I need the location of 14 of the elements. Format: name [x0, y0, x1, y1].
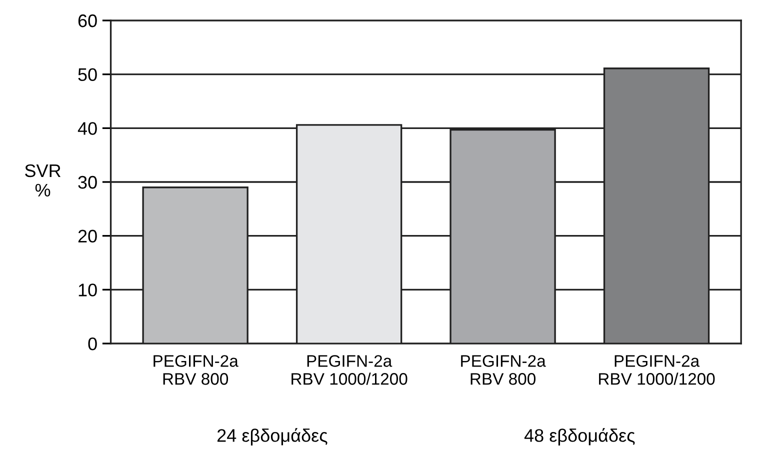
y-tick-label: 0 — [88, 337, 97, 350]
y-tick-label: 10 — [78, 284, 97, 296]
x-tick-label: PEGIFN-2a RBV 1000/1200 — [599, 355, 715, 385]
x-tick-label: PEGIFN-2a RBV 800 — [461, 355, 546, 385]
y-tick-label: 60 — [78, 14, 97, 28]
text: 24 εβδομάδες — [217, 428, 328, 446]
y-tick-label: 50 — [78, 68, 97, 82]
y-axis-title: SVR % — [25, 164, 61, 196]
y-tick-label: 40 — [78, 122, 97, 135]
x-tick-label: PEGIFN-2a RBV 800 — [154, 355, 238, 385]
y-tick-label: 30 — [78, 176, 97, 189]
y-tick-label: 20 — [78, 230, 97, 243]
x-tick-label: PEGIFN-2a RBV 1000/1200 — [292, 355, 408, 385]
text: 48 εβδομάδες — [524, 428, 635, 446]
